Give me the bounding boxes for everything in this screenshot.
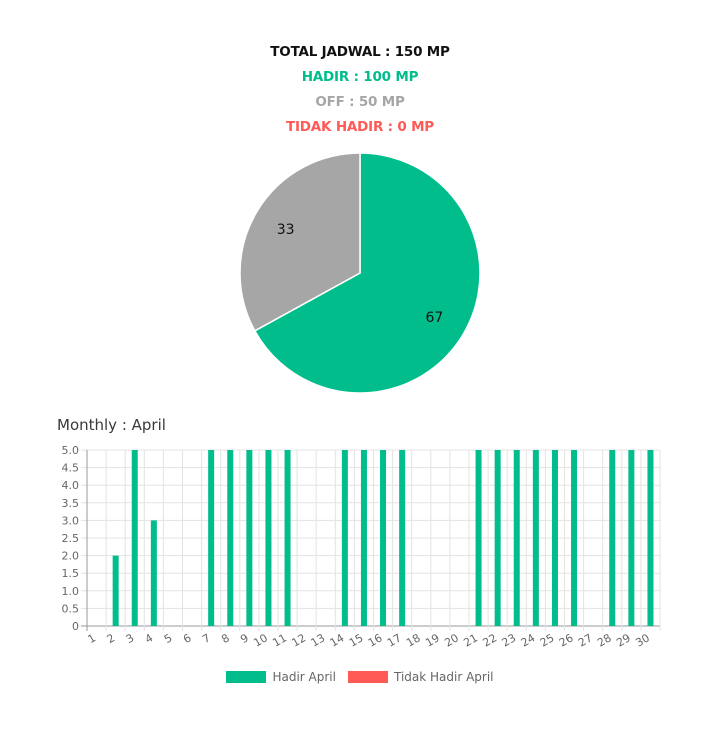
legend-item-tidak-hadir[interactable]: Tidak Hadir April [347,670,494,684]
y-tick-label: 2.5 [62,532,80,545]
bar-hadir[interactable] [494,450,501,626]
legend-label-hadir: Hadir April [272,670,336,684]
bar-hadir[interactable] [513,450,520,626]
bar-hadir[interactable] [265,450,272,626]
x-tick-label: 21 [461,631,480,649]
x-tick-label: 15 [347,631,366,649]
tidak-hadir-label: TIDAK HADIR : 0 MP [285,119,435,135]
x-tick-label: 23 [500,631,519,649]
legend-swatch-tidak-hadir [347,671,388,683]
x-tick-label: 13 [309,631,328,649]
legend-label-tidak-hadir: Tidak Hadir April [393,670,494,684]
y-tick-label: 1.5 [62,567,80,580]
bar-hadir[interactable] [227,450,234,626]
x-tick-label: 24 [519,631,538,649]
monthly-bar-chart: 00.51.01.52.02.53.03.54.04.55.01 2 3 4 5 6 7 8 9… [62,444,661,650]
hadir-label: HADIR : 100 MP [301,69,419,85]
x-tick-label: 2 [105,631,118,646]
bar-hadir[interactable] [341,450,348,626]
y-tick-label: 4.5 [62,462,80,475]
x-tick-label: 7 [200,631,213,646]
y-tick-label: 2.0 [62,550,80,563]
x-tick-label: 27 [576,631,595,649]
bar-hadir[interactable] [112,555,119,626]
bar-hadir[interactable] [475,450,482,626]
x-tick-label: 28 [595,631,614,649]
y-tick-label: 1.0 [62,585,80,598]
bar-hadir[interactable] [208,450,215,626]
x-tick-label: 19 [423,631,442,649]
bar-hadir[interactable] [246,450,253,626]
chart-legend: Hadir April Tidak Hadir April [0,670,720,684]
bar-hadir[interactable] [532,450,539,626]
pie-slice[interactable] [239,152,361,332]
bar-hadir[interactable] [551,450,558,626]
x-tick-label: 6 [181,631,194,646]
pie-slice[interactable] [253,152,481,394]
x-tick-label: 1 [85,631,98,646]
x-tick-label: 10 [251,631,270,649]
x-tick-label: 30 [633,631,652,649]
off-label: OFF : 50 MP [315,94,405,110]
monthly-chart-title: Monthly : April [57,416,166,434]
bar-hadir[interactable] [284,450,291,626]
legend-swatch-hadir [226,671,267,683]
x-tick-label: 17 [385,631,404,649]
x-tick-label: 5 [162,631,175,646]
x-tick-label: 3 [124,631,137,646]
x-tick-label: 26 [557,631,576,649]
bar-hadir[interactable] [150,520,157,626]
x-tick-label: 11 [270,631,289,649]
pie-data-label: 33 [277,222,295,238]
y-tick-label: 3.0 [62,514,80,527]
x-tick-label: 14 [328,631,347,649]
bar-hadir[interactable] [609,450,616,626]
y-tick-label: 0 [72,620,79,633]
x-tick-label: 9 [238,631,251,646]
y-tick-label: 3.5 [62,497,80,510]
bar-hadir[interactable] [399,450,406,626]
legend-item-hadir[interactable]: Hadir April [226,670,336,684]
x-tick-label: 29 [614,631,633,649]
bar-hadir[interactable] [380,450,387,626]
y-tick-label: 4.0 [62,479,80,492]
x-tick-label: 25 [538,631,557,649]
bar-hadir[interactable] [571,450,578,626]
bar-hadir[interactable] [647,450,654,626]
bar-hadir[interactable] [131,450,138,626]
x-tick-label: 16 [366,631,385,649]
x-tick-label: 4 [143,631,156,646]
x-tick-label: 18 [404,631,423,649]
bar-hadir[interactable] [360,450,367,626]
x-tick-label: 8 [219,631,232,646]
x-tick-label: 12 [290,631,309,649]
x-tick-label: 20 [442,631,461,649]
attendance-pie-chart: 67 33 [239,152,481,394]
y-tick-label: 5.0 [62,444,80,457]
y-tick-label: 0.5 [62,602,80,615]
x-tick-label: 22 [481,631,500,649]
bar-hadir[interactable] [628,450,635,626]
total-jadwal-label: TOTAL JADWAL : 150 MP [270,44,450,60]
pie-data-label: 67 [425,310,443,326]
